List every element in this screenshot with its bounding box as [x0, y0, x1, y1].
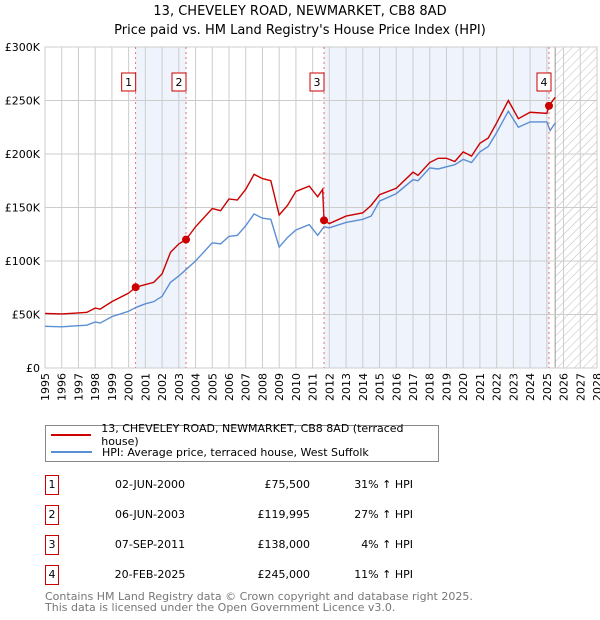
- sale-hpi-diff: 11% ↑ HPI: [354, 568, 413, 581]
- sale-point: [131, 283, 140, 292]
- x-tick-label: 1998: [89, 373, 102, 401]
- footer: Contains HM Land Registry data © Crown c…: [45, 591, 473, 613]
- x-tick-label: 2002: [156, 373, 169, 401]
- x-tick-label: 2027: [574, 373, 587, 401]
- x-tick-label: 2006: [223, 373, 236, 401]
- x-tick-label: 2012: [323, 373, 336, 401]
- legend-swatch-blue: [51, 451, 92, 453]
- x-tick-label: 1995: [39, 373, 52, 401]
- sale-label-number: 1: [125, 76, 132, 89]
- x-tick-label: 2018: [424, 373, 437, 401]
- x-tick-label: 2020: [457, 373, 470, 401]
- x-tick-label: 2005: [206, 373, 219, 401]
- y-tick-label: £50K: [12, 309, 41, 322]
- sale-label-box: [536, 72, 552, 92]
- x-tick-label: 2011: [307, 373, 320, 401]
- x-tick-label: 1997: [72, 373, 85, 401]
- x-tick-label: 2009: [273, 373, 286, 401]
- sale-number: 1: [45, 475, 59, 495]
- plot-border: [44, 46, 598, 369]
- x-tick-label: 2014: [357, 373, 370, 401]
- x-tick-label: 2025: [541, 373, 554, 401]
- x-tick-label: 2007: [240, 373, 253, 401]
- title-line-2: Price paid vs. HM Land Registry's House …: [114, 23, 486, 38]
- footer-line-1: Contains HM Land Registry data © Crown c…: [45, 590, 473, 603]
- x-tick-label: 2010: [290, 373, 303, 401]
- property-price-line: [44, 96, 556, 315]
- footer-line-2: This data is licensed under the Open Gov…: [45, 601, 396, 614]
- sale-label-box: [121, 72, 137, 92]
- y-tick-label: £100K: [5, 255, 41, 268]
- legend-label: 13, CHEVELEY ROAD, NEWMARKET, CB8 8AD (t…: [101, 422, 404, 448]
- sale-hpi-diff: 27% ↑ HPI: [354, 508, 413, 521]
- x-tick-label: 2024: [524, 373, 537, 401]
- sale-price: £245,000: [257, 568, 311, 581]
- x-tick-label: 2016: [390, 373, 403, 401]
- sale-date: 02-JUN-2000: [114, 478, 186, 491]
- sale-date: 20-FEB-2025: [114, 568, 186, 581]
- sale-point: [320, 216, 329, 225]
- hpi-line: [44, 109, 556, 328]
- x-tick-label: 2000: [123, 373, 136, 401]
- y-tick-label: £300K: [5, 41, 41, 54]
- sale-hpi-diff: 31% ↑ HPI: [354, 478, 413, 491]
- sale-label-number: 2: [176, 76, 183, 89]
- sale-date: 06-JUN-2003: [114, 508, 186, 521]
- x-tick-label: 2001: [139, 373, 152, 401]
- sale-label-number: 3: [314, 76, 321, 89]
- x-tick-label: 2013: [340, 373, 353, 401]
- y-tick-label: £0: [26, 362, 40, 375]
- sale-date: 07-SEP-2011: [114, 538, 186, 551]
- legend-swatch-red: [51, 434, 92, 436]
- sale-price: £138,000: [257, 538, 311, 551]
- sale-point: [544, 101, 553, 110]
- sale-label-box: [309, 72, 325, 92]
- legend: 13, CHEVELEY ROAD, NEWMARKET, CB8 8AD (t…: [45, 422, 439, 462]
- x-tick-label: 2028: [591, 373, 600, 401]
- sale-point: [182, 235, 191, 244]
- y-tick-label: £150K: [5, 202, 41, 215]
- y-tick-label: £250K: [5, 95, 41, 108]
- chart-title: 13, CHEVELEY ROAD, NEWMARKET, CB8 8AD Pr…: [0, 2, 600, 40]
- sale-price: £119,995: [257, 508, 311, 521]
- sale-label-number: 4: [540, 76, 547, 89]
- x-tick-label: 1999: [106, 373, 119, 401]
- title-line-1: 13, CHEVELEY ROAD, NEWMARKET, CB8 8AD: [153, 4, 447, 19]
- x-tick-label: 2004: [190, 373, 203, 401]
- x-tick-label: 2003: [173, 373, 186, 401]
- x-tick-label: 2021: [474, 373, 487, 401]
- sale-price: £75,500: [264, 478, 311, 491]
- x-tick-label: 2026: [558, 373, 571, 401]
- legend-label: HPI: Average price, terraced house, West…: [102, 445, 369, 459]
- x-tick-label: 2019: [440, 373, 453, 401]
- sale-label-box: [171, 72, 187, 92]
- sale-hpi-diff: 4% ↑ HPI: [361, 538, 413, 551]
- sale-number: 4: [45, 565, 59, 585]
- y-tick-label: £200K: [5, 148, 41, 161]
- legend-item-hpi: HPI: Average price, terraced house, West…: [51, 444, 369, 460]
- price-chart: 1995 1996 1997 1998 1999 2000 2001 2002 2003 2004…: [5, 41, 600, 401]
- x-tick-label: 2015: [374, 373, 387, 401]
- sale-number: 2: [45, 505, 59, 525]
- x-tick-label: 1996: [56, 373, 69, 401]
- x-tick-label: 2022: [491, 373, 504, 401]
- legend-item-property: 13, CHEVELEY ROAD, NEWMARKET, CB8 8AD (t…: [51, 422, 438, 448]
- sale-number: 3: [45, 535, 59, 555]
- x-tick-label: 2008: [256, 373, 269, 401]
- x-tick-label: 2023: [507, 373, 520, 401]
- x-tick-label: 2017: [407, 373, 420, 401]
